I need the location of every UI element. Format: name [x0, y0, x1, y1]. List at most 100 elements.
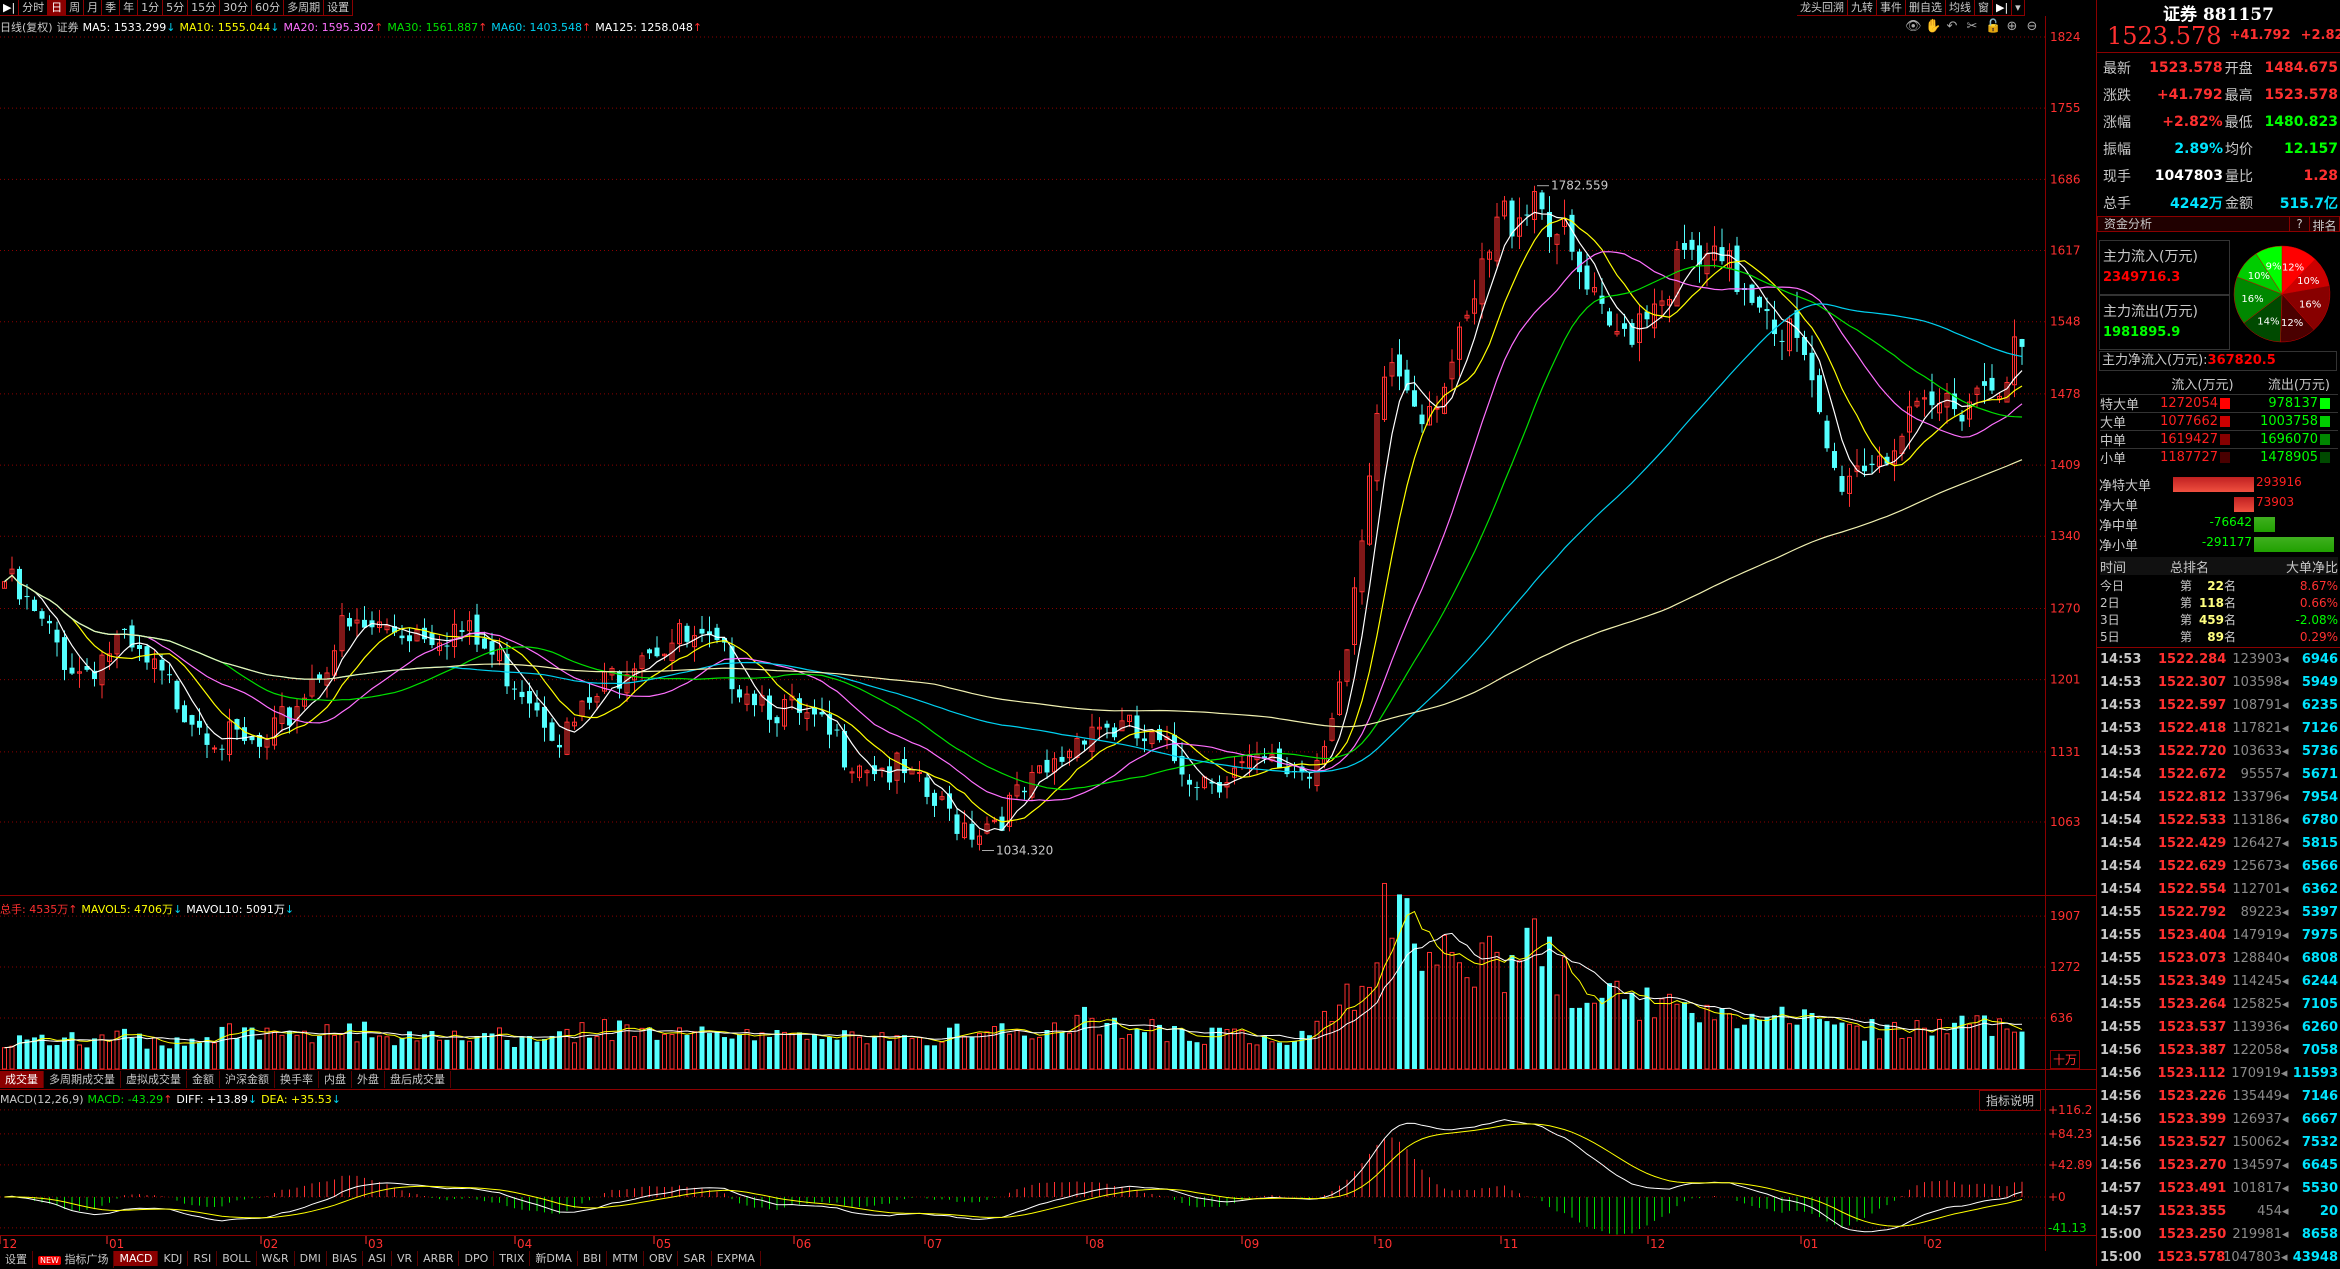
pie-slice: [2255, 245, 2283, 295]
toolbar-button-5[interactable]: 窗: [1975, 0, 1993, 16]
indicator-tab-w&r[interactable]: W&R: [257, 1251, 295, 1266]
period-tab-11[interactable]: 多周期: [284, 0, 325, 16]
period-tab-0[interactable]: 分时: [19, 0, 49, 16]
volume-tab-8[interactable]: 盘后成交量: [385, 1071, 451, 1088]
tick-count: 7105: [2301, 997, 2338, 1012]
hand-icon[interactable]: ✋: [1925, 19, 1942, 34]
candle-down: [182, 705, 187, 723]
candle-up: [1442, 386, 1447, 414]
period-tab-8[interactable]: 15分: [188, 0, 221, 16]
indicator-tab-dmi[interactable]: DMI: [295, 1251, 327, 1266]
volume-bar-up: [1464, 977, 1470, 1070]
indicator-tab-新dma[interactable]: 新DMA: [530, 1251, 578, 1266]
date-tick-label: 01: [1803, 1237, 1818, 1251]
indicator-tab-mtm[interactable]: MTM: [607, 1251, 644, 1266]
period-tab-2[interactable]: 周: [66, 0, 85, 16]
rank-ratio: 0.66%: [2299, 595, 2338, 610]
tick-price: 1523.250: [2158, 1227, 2227, 1242]
volume-tab-4[interactable]: 沪深金额: [220, 1071, 275, 1088]
candle-up: [1494, 216, 1500, 262]
volume-tab-2[interactable]: 虚拟成交量: [121, 1071, 187, 1088]
rank-button[interactable]: 排名: [2309, 217, 2339, 233]
legend-arrow: ↑: [478, 21, 488, 34]
period-tab-1[interactable]: 日: [48, 0, 67, 16]
candle-down: [1929, 391, 1935, 406]
candle-down: [39, 611, 45, 619]
scissors-icon[interactable]: ✂: [1966, 19, 1978, 34]
volume-bar-down: [1299, 1030, 1305, 1069]
indicator-tab-sar[interactable]: SAR: [678, 1251, 712, 1266]
volume-tab-0[interactable]: 成交量: [0, 1071, 44, 1088]
toolbar-button-3[interactable]: 删自选: [1906, 0, 1946, 16]
indicator-help-button[interactable]: 指标说明: [1979, 1090, 2042, 1111]
candle-up: [1427, 406, 1432, 426]
indicator-tab-vr[interactable]: VR: [392, 1251, 419, 1266]
help-button[interactable]: ?: [2289, 217, 2309, 231]
indicator-tab-rsi[interactable]: RSI: [188, 1251, 218, 1266]
undo-icon[interactable]: ↶: [1946, 19, 1958, 34]
volume-bar-up: [1922, 1027, 1927, 1070]
volume-bar-up: [1127, 1034, 1132, 1070]
candle-down: [257, 734, 262, 747]
period-tab-7[interactable]: 5分: [163, 0, 189, 16]
period-tab-5[interactable]: 年: [120, 0, 139, 16]
indicator-tab-kdj[interactable]: KDJ: [158, 1251, 189, 1266]
quote-label: 振幅: [2103, 141, 2131, 158]
zoom-in-icon[interactable]: ⊕: [2006, 19, 2018, 34]
indicator-tab-expma[interactable]: EXPMA: [712, 1251, 761, 1266]
candle-up: [1074, 737, 1080, 759]
quote-label: 现手: [2103, 168, 2131, 185]
zoom-out-icon[interactable]: ⊖: [2026, 19, 2038, 34]
collapse-icon[interactable]: ▶|: [0, 0, 20, 16]
pie-slice-label: 12%: [2282, 262, 2304, 273]
indicator-tab-bias[interactable]: BIAS: [327, 1251, 364, 1266]
pie-slice-label: 10%: [2248, 271, 2270, 282]
date-tick-label: 10: [1377, 1237, 1392, 1251]
volume-bar-up: [1224, 1029, 1230, 1070]
indicator-tab-trix[interactable]: TRIX: [494, 1251, 531, 1266]
kline-chart[interactable]: 1824175516861617154814781409134012701201…: [0, 0, 2096, 1266]
settings-tab[interactable]: 设置: [0, 1251, 33, 1268]
expand-panel-icon[interactable]: ▶|: [1993, 0, 2013, 16]
toolbar-button-4[interactable]: 均线: [1946, 0, 1975, 16]
volume-tab-1[interactable]: 多周期成交量: [44, 1071, 121, 1088]
period-tab-12[interactable]: 设置: [324, 0, 354, 16]
flow-row: 中单 1619427 1696070: [2100, 430, 2338, 449]
toolbar-button-2[interactable]: 事件: [1877, 0, 1906, 16]
chevron-down-icon[interactable]: ▾: [2012, 0, 2025, 16]
quote-label: 最高: [2224, 87, 2253, 104]
period-tab-9[interactable]: 30分: [220, 0, 253, 16]
indicator-tab-obv[interactable]: OBV: [644, 1251, 679, 1266]
period-tab-4[interactable]: 季: [102, 0, 121, 16]
volume-tab-3[interactable]: 金额: [187, 1071, 220, 1088]
toolbar-button-0[interactable]: 龙头回溯: [1797, 0, 1848, 16]
flow-out-swatch: [2320, 416, 2330, 427]
net-flow-value: 293916: [2256, 475, 2302, 489]
candle-down: [1689, 239, 1695, 250]
indicator-tab-bbi[interactable]: BBI: [578, 1251, 608, 1266]
lock-icon[interactable]: 🔓: [1985, 19, 2002, 34]
toolbar-button-1[interactable]: 九转: [1848, 0, 1877, 16]
indicator-tab-arbr[interactable]: ARBR: [418, 1251, 460, 1266]
quote-label: 量比: [2225, 168, 2253, 185]
indicator-tab-asi[interactable]: ASI: [363, 1251, 392, 1266]
volume-tab-7[interactable]: 外盘: [352, 1071, 385, 1088]
tick-time: 14:57: [2100, 1204, 2142, 1219]
indicator-square-tab[interactable]: NEW 指标广场: [33, 1251, 115, 1268]
volume-tab-6[interactable]: 内盘: [319, 1071, 352, 1088]
volume-bar-up: [962, 1036, 967, 1070]
eye-icon[interactable]: 👁: [1905, 19, 1922, 34]
volume-bar-up: [302, 1030, 307, 1070]
indicator-tab-macd[interactable]: MACD: [114, 1251, 159, 1266]
period-tab-6[interactable]: 1分: [138, 0, 164, 16]
period-tab-3[interactable]: 月: [84, 0, 103, 16]
price-tick-label: 1548: [2050, 315, 2081, 329]
flow-row: 大单 1077662 1003758: [2100, 412, 2338, 431]
period-tab-10[interactable]: 60分: [252, 0, 285, 16]
candle-down: [1802, 336, 1807, 355]
arrow-left-icon: ◂: [2282, 1158, 2289, 1173]
indicator-tab-boll[interactable]: BOLL: [217, 1251, 257, 1266]
volume-tab-5[interactable]: 换手率: [275, 1071, 319, 1088]
indicator-tab-dpo[interactable]: DPO: [459, 1251, 495, 1266]
volume-bar-up: [579, 1022, 585, 1070]
